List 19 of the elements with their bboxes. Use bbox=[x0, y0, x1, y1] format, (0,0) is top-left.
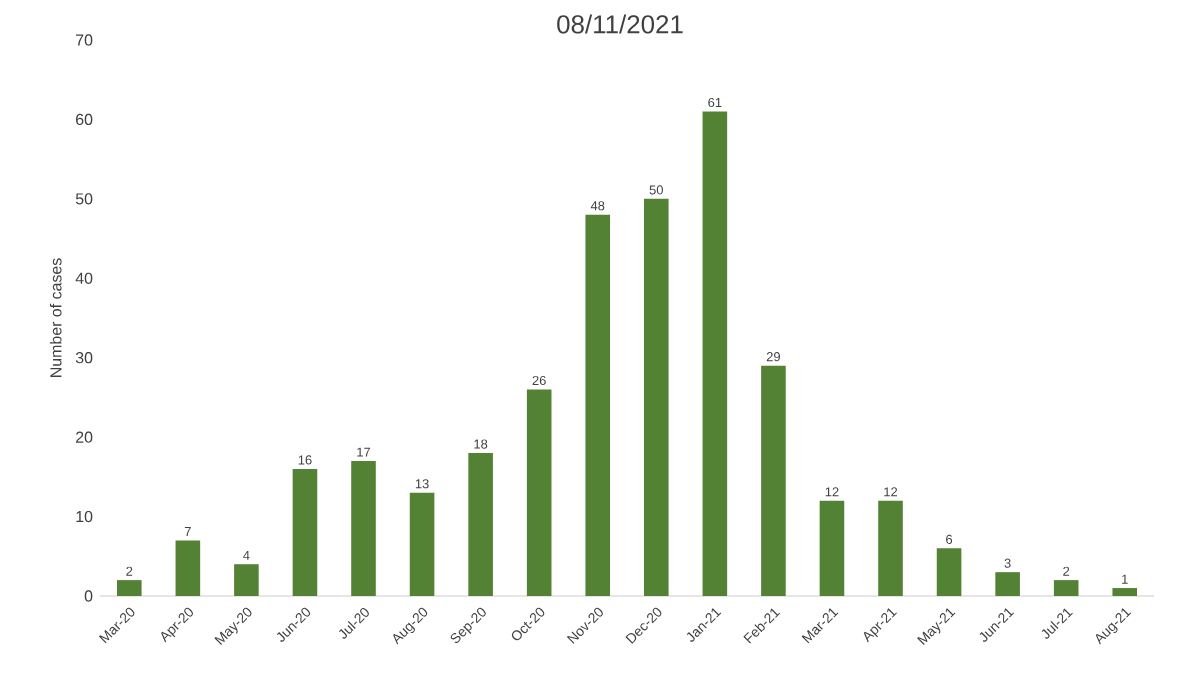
bar bbox=[409, 492, 435, 596]
bar bbox=[585, 214, 611, 596]
bar bbox=[819, 500, 845, 596]
bar bbox=[878, 500, 903, 596]
bar bbox=[526, 389, 552, 596]
bar bbox=[116, 580, 142, 596]
bar bbox=[643, 198, 669, 596]
bar bbox=[702, 111, 728, 596]
bar bbox=[351, 460, 376, 596]
bar bbox=[292, 468, 318, 596]
bar bbox=[995, 572, 1020, 596]
chart-title: 08/11/2021 bbox=[557, 14, 683, 34]
bar bbox=[175, 540, 201, 596]
bar bbox=[468, 453, 493, 596]
bar bbox=[234, 564, 259, 596]
bar bbox=[936, 548, 962, 596]
bar bbox=[761, 365, 786, 596]
bar bbox=[1053, 580, 1079, 596]
bar bbox=[1112, 588, 1138, 596]
